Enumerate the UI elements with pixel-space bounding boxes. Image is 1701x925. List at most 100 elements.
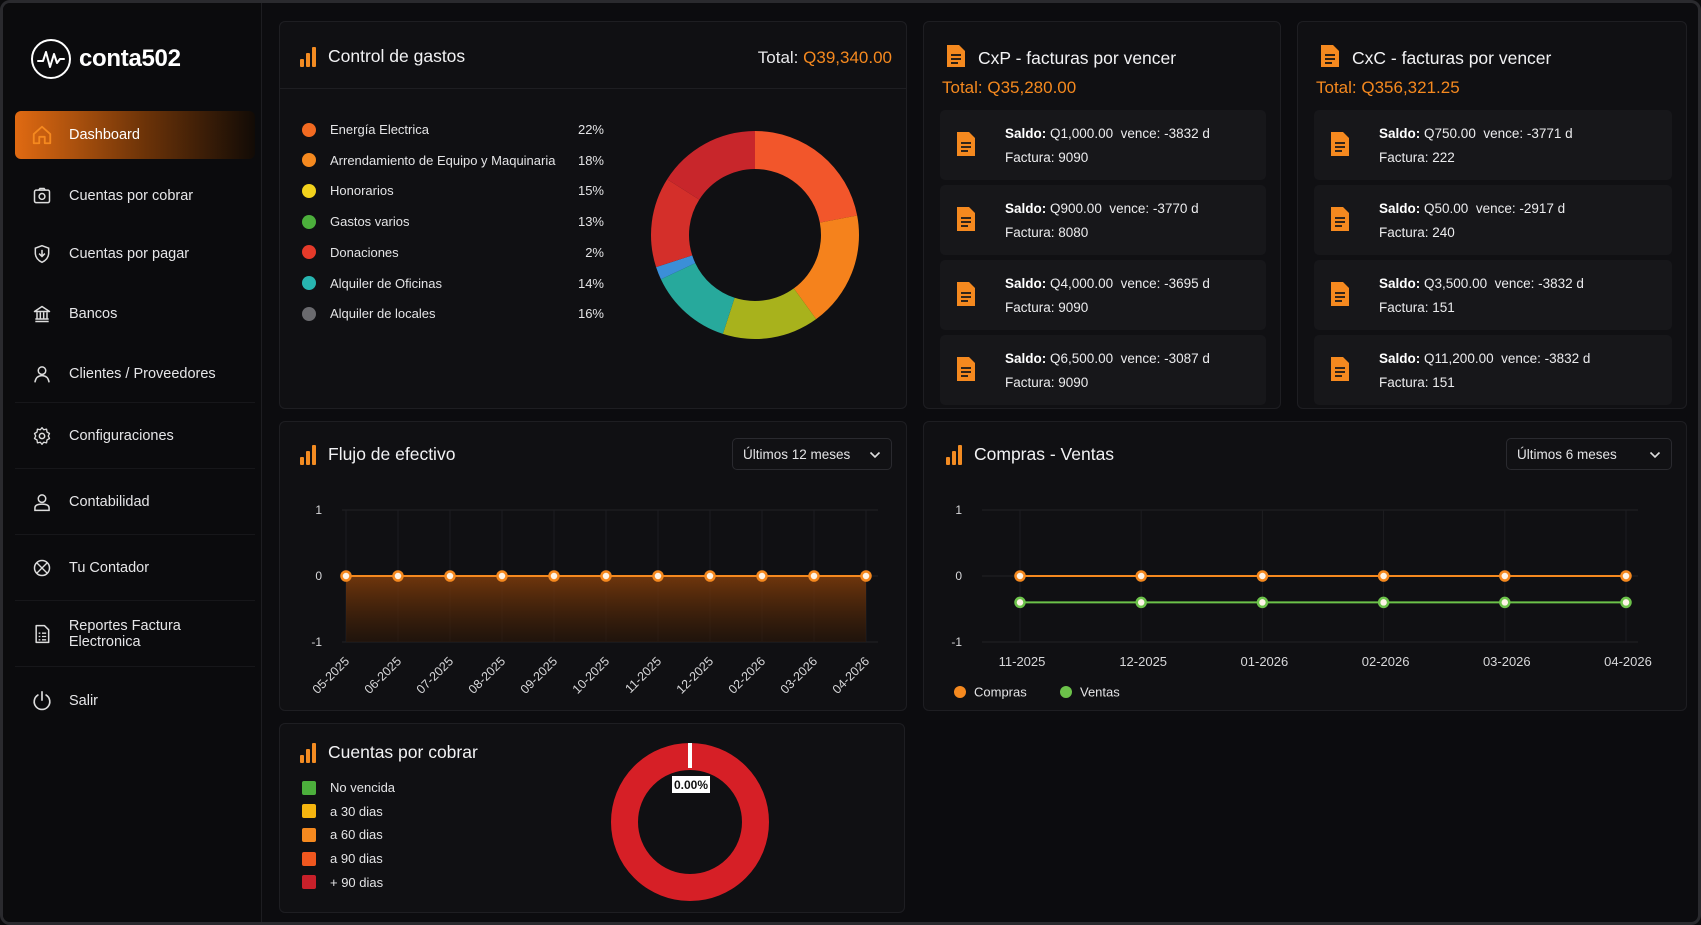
legend-item[interactable]: Alquiler de Oficinas 14%	[302, 276, 604, 291]
legend-dot-icon	[302, 306, 316, 321]
legend-dot-icon	[302, 276, 316, 290]
data-point[interactable]	[548, 570, 560, 582]
invoice-row[interactable]: Saldo: Q50.00 vence: -2917 d Factura: 240	[1314, 185, 1672, 255]
sidebar-item-bancos[interactable]: Bancos	[15, 283, 255, 345]
document-icon	[1330, 356, 1350, 385]
data-point[interactable]	[1499, 596, 1511, 609]
data-point[interactable]	[1135, 570, 1147, 582]
legend-item[interactable]: Energía Electrica 22%	[302, 122, 604, 137]
document-icon	[946, 44, 966, 73]
invoice-row[interactable]: Saldo: Q3,500.00 vence: -3832 d Factura: …	[1314, 260, 1672, 330]
legend-item[interactable]: Donaciones 2%	[302, 245, 604, 260]
invoice-row[interactable]: Saldo: Q1,000.00 vence: -3832 d Factura: …	[940, 110, 1266, 180]
compras-period-select[interactable]: Últimos 6 meses	[1506, 438, 1672, 470]
control-gastos-card: Control de gastos Total: Q39,340.00 Ener…	[279, 21, 907, 409]
data-point[interactable]	[860, 570, 872, 582]
invoice-saldo-line: Saldo: Q11,200.00 vence: -3832 d	[1379, 351, 1590, 366]
invoice-saldo-line: Saldo: Q900.00 vence: -3770 d	[1005, 201, 1199, 216]
sidebar-item-tu-contador[interactable]: Tu Contador	[15, 535, 255, 601]
sidebar-item-reportes-factura-electronica[interactable]: Reportes Factura Electronica	[15, 601, 255, 667]
legend-item[interactable]: a 60 dias	[302, 827, 383, 842]
invoice-row[interactable]: Saldo: Q750.00 vence: -3771 d Factura: 22…	[1314, 110, 1672, 180]
x-tick-label: 04-2026	[830, 654, 872, 696]
user-icon	[31, 491, 53, 513]
data-point[interactable]	[1135, 596, 1147, 609]
legend-percent: 15%	[577, 183, 604, 199]
data-point[interactable]	[496, 570, 508, 582]
legend-label: Alquiler de locales	[330, 306, 436, 322]
sidebar-item-cuentas-por-pagar[interactable]: Cuentas por pagar	[15, 225, 255, 283]
donut-label-box	[672, 776, 710, 793]
legend-label: Compras	[974, 685, 1027, 700]
data-point[interactable]	[1256, 596, 1269, 609]
donut-slice[interactable]	[667, 131, 755, 200]
sidebar-item-label: Clientes / Proveedores	[69, 365, 216, 382]
legend-item[interactable]: + 90 dias	[302, 875, 383, 890]
saldo-value: Q4,000.00	[1050, 276, 1114, 291]
invoice-row[interactable]: Saldo: Q11,200.00 vence: -3832 d Factura:…	[1314, 335, 1672, 405]
legend-label: Alquiler de Oficinas	[330, 275, 442, 291]
sidebar-item-label: Cuentas por cobrar	[69, 188, 194, 204]
invoice-row[interactable]: Saldo: Q6,500.00 vence: -3087 d Factura: …	[940, 335, 1266, 405]
data-point[interactable]	[340, 570, 352, 582]
invoice-row[interactable]: Saldo: Q4,000.00 vence: -3695 d Factura: …	[940, 260, 1266, 330]
legend-item[interactable]: Alquiler de locales 16%	[302, 306, 604, 321]
y-tick-label: -1	[951, 635, 962, 649]
donut-slice[interactable]	[656, 255, 696, 280]
data-point[interactable]	[1377, 570, 1390, 582]
sidebar-item-cuentas-por-cobrar[interactable]: Cuentas por cobrar	[15, 167, 255, 225]
donut-slice[interactable]	[722, 288, 817, 339]
cxp-card: CxP - facturas por vencer Total: Q35,280…	[923, 21, 1281, 409]
compras-ventas-card: Compras - Ventas Últimos 6 meses 1 0 -1 11-…	[923, 421, 1687, 711]
home-icon	[31, 124, 53, 146]
legend-item[interactable]: Gastos varios 13%	[302, 214, 604, 229]
donut-slice[interactable]	[793, 215, 859, 320]
chart-legend-item[interactable]: Ventas	[1060, 685, 1120, 700]
x-tick-label: 12-2025	[1119, 654, 1167, 669]
sidebar-item-dashboard[interactable]: Dashboard	[15, 111, 255, 159]
document-icon	[1320, 44, 1340, 73]
sidebar-item-label: Configuraciones	[69, 427, 174, 444]
camera-icon	[31, 185, 53, 207]
legend-label: a 60 dias	[330, 827, 383, 843]
sidebar-item-label: Dashboard	[69, 127, 140, 143]
sidebar-item-clientes-proveedores[interactable]: Clientes / Proveedores	[15, 345, 255, 403]
legend-item[interactable]: Honorarios 15%	[302, 183, 604, 198]
data-point[interactable]	[652, 570, 664, 582]
sidebar-item-contabilidad[interactable]: Contabilidad	[15, 469, 255, 535]
data-point[interactable]	[1377, 596, 1390, 609]
data-point[interactable]	[1620, 570, 1632, 582]
card-title: CxC - facturas por vencer	[1352, 48, 1552, 68]
saldo-value: Q6,500.00	[1050, 351, 1114, 366]
legend-item[interactable]: a 30 dias	[302, 804, 383, 819]
flujo-period-select[interactable]: Últimos 12 meses	[732, 438, 892, 470]
data-point[interactable]	[1256, 570, 1269, 582]
legend-item[interactable]: No vencida	[302, 780, 395, 795]
saldo-label: Saldo:	[1379, 276, 1421, 291]
data-point[interactable]	[392, 570, 404, 582]
data-point[interactable]	[1014, 570, 1026, 582]
app-logo[interactable]: conta502	[31, 39, 181, 79]
donut-slice[interactable]	[651, 179, 700, 268]
legend-swatch-icon	[302, 827, 316, 842]
data-point[interactable]	[600, 570, 612, 582]
data-point[interactable]	[1014, 596, 1026, 609]
data-point[interactable]	[444, 570, 456, 582]
chart-legend-item[interactable]: Compras	[954, 685, 1027, 700]
legend-item[interactable]: a 90 dias	[302, 851, 383, 866]
legend-item[interactable]: Arrendamiento de Equipo y Maquinaria 18%	[302, 153, 604, 168]
sidebar-item-salir[interactable]: Salir	[15, 667, 255, 735]
data-point[interactable]	[704, 570, 716, 582]
donut-slice[interactable]	[755, 131, 858, 223]
data-point[interactable]	[808, 570, 820, 582]
legend-label: a 90 dias	[330, 851, 383, 867]
saldo-value: Q50.00	[1424, 201, 1469, 216]
data-point[interactable]	[1620, 596, 1632, 609]
user-icon	[31, 363, 53, 385]
data-point[interactable]	[756, 570, 768, 582]
data-point[interactable]	[1499, 570, 1511, 582]
legend-dot-icon	[302, 122, 316, 137]
invoice-row[interactable]: Saldo: Q900.00 vence: -3770 d Factura: 80…	[940, 185, 1266, 255]
donut-slice[interactable]	[660, 263, 735, 334]
sidebar-item-configuraciones[interactable]: Configuraciones	[15, 403, 255, 469]
